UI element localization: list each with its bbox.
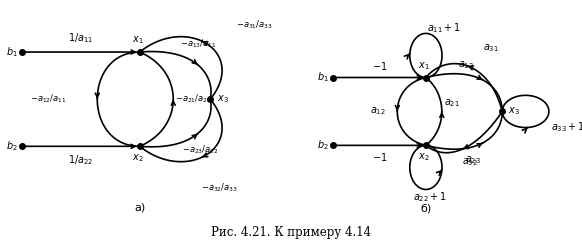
Text: $a_{23}$: $a_{23}$ (464, 154, 481, 166)
Text: $b_2$: $b_2$ (6, 139, 18, 153)
Text: $x_1$: $x_1$ (418, 60, 430, 72)
Text: $a_{12}$: $a_{12}$ (370, 106, 386, 117)
Text: $x_2$: $x_2$ (132, 153, 143, 164)
Text: $x_3$: $x_3$ (217, 93, 228, 105)
Text: Рис. 4.21. К примеру 4.14: Рис. 4.21. К примеру 4.14 (211, 226, 371, 239)
Text: $-a_{12}/a_{11}$: $-a_{12}/a_{11}$ (30, 93, 66, 105)
Text: $-1$: $-1$ (371, 60, 387, 72)
Text: $x_1$: $x_1$ (132, 34, 143, 46)
Text: $a_{32}$: $a_{32}$ (462, 156, 478, 168)
Text: $-a_{21}/a_{22}$: $-a_{21}/a_{22}$ (175, 93, 212, 105)
Text: $x_3$: $x_3$ (508, 106, 520, 117)
Text: $1/a_{22}$: $1/a_{22}$ (68, 153, 94, 167)
Text: б): б) (420, 203, 431, 213)
Text: $a_{22}+1$: $a_{22}+1$ (413, 190, 447, 204)
Text: а): а) (134, 202, 146, 212)
Text: $a_{11}+1$: $a_{11}+1$ (427, 21, 461, 35)
Text: $a_{31}$: $a_{31}$ (483, 42, 499, 54)
Text: $-1$: $-1$ (371, 151, 387, 163)
Text: $-a_{31}/a_{33}$: $-a_{31}/a_{33}$ (236, 18, 273, 31)
Text: $1/a_{11}$: $1/a_{11}$ (68, 31, 94, 45)
Text: $-a_{32}/a_{33}$: $-a_{32}/a_{33}$ (201, 182, 238, 194)
Text: $a_{13}$: $a_{13}$ (458, 59, 474, 71)
Text: $b_1$: $b_1$ (317, 71, 329, 84)
Text: $-a_{13}/a_{11}$: $-a_{13}/a_{11}$ (180, 37, 217, 50)
Text: $b_2$: $b_2$ (317, 139, 329, 152)
Text: $x_2$: $x_2$ (418, 151, 430, 163)
Text: $a_{21}$: $a_{21}$ (443, 98, 460, 109)
Text: $b_1$: $b_1$ (6, 45, 18, 59)
Text: $-a_{23}/a_{22}$: $-a_{23}/a_{22}$ (182, 144, 219, 156)
Text: $a_{33}+1$: $a_{33}+1$ (551, 121, 582, 134)
